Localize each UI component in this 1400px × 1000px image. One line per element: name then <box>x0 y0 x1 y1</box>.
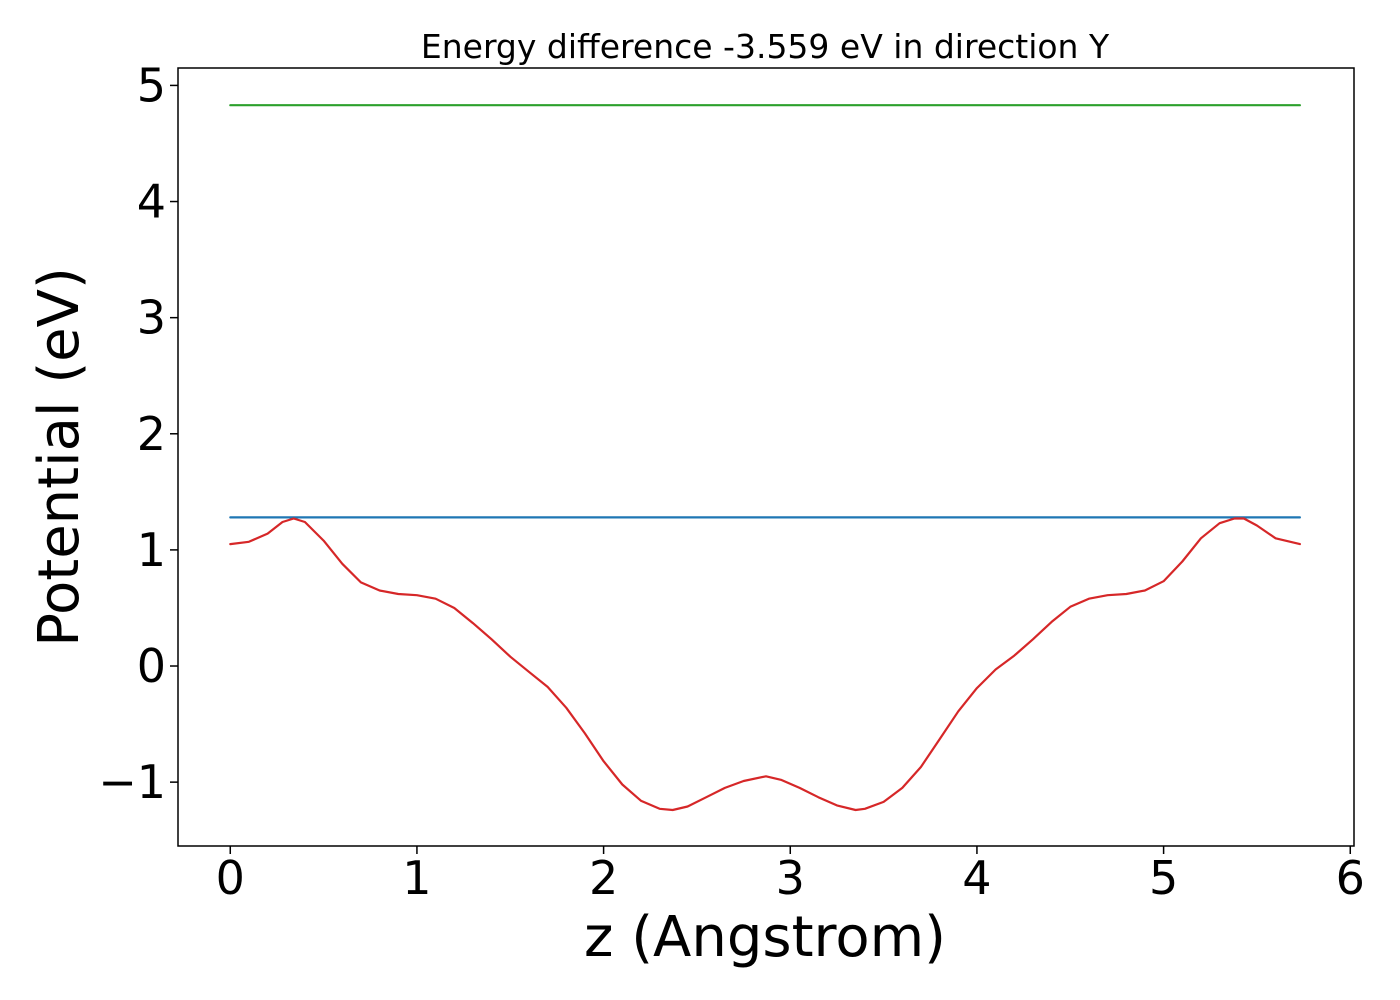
x-tick-label: 0 <box>216 851 245 905</box>
x-tick-label: 3 <box>776 851 805 905</box>
x-axis: 0 1 2 3 4 5 6 <box>216 846 1365 905</box>
y-axis: −1 0 1 2 3 4 5 <box>98 58 178 809</box>
y-tick-label: 3 <box>137 291 166 345</box>
x-tick-label: 5 <box>1149 851 1178 905</box>
axes-frame <box>177 67 1355 847</box>
x-axis-label: z (Angstrom) <box>584 905 946 970</box>
y-tick-label: 5 <box>137 58 166 112</box>
y-tick-label: 1 <box>137 523 166 577</box>
chart-title: Energy difference -3.559 eV in direction… <box>421 27 1110 66</box>
y-tick-label: −1 <box>98 755 166 809</box>
y-tick-label: 2 <box>137 407 166 461</box>
plot-area <box>229 104 1302 812</box>
x-tick-label: 1 <box>402 851 431 905</box>
y-tick-label: 0 <box>137 639 166 693</box>
x-tick-label: 2 <box>589 851 618 905</box>
x-tick-label: 4 <box>962 851 991 905</box>
y-tick-label: 4 <box>137 175 166 229</box>
y-axis-label: Potential (eV) <box>27 267 92 647</box>
series-line-2 <box>229 517 1302 812</box>
x-tick-label: 6 <box>1336 851 1365 905</box>
